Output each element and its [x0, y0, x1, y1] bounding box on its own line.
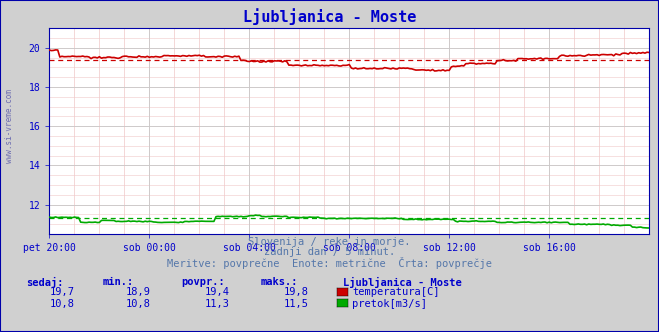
Text: 11,3: 11,3: [205, 299, 230, 309]
Text: zadnji dan / 5 minut.: zadnji dan / 5 minut.: [264, 247, 395, 257]
Text: Meritve: povprečne  Enote: metrične  Črta: povprečje: Meritve: povprečne Enote: metrične Črta:…: [167, 257, 492, 269]
Text: maks.:: maks.:: [260, 277, 298, 287]
Text: Slovenija / reke in morje.: Slovenija / reke in morje.: [248, 237, 411, 247]
Text: www.si-vreme.com: www.si-vreme.com: [5, 89, 14, 163]
Text: min.:: min.:: [102, 277, 133, 287]
Text: 18,9: 18,9: [126, 287, 151, 297]
Text: 10,8: 10,8: [126, 299, 151, 309]
Text: 10,8: 10,8: [50, 299, 75, 309]
Text: temperatura[C]: temperatura[C]: [352, 287, 440, 297]
Text: 19,8: 19,8: [284, 287, 309, 297]
Text: 19,7: 19,7: [50, 287, 75, 297]
Text: 19,4: 19,4: [205, 287, 230, 297]
Text: Ljubljanica - Moste: Ljubljanica - Moste: [243, 8, 416, 25]
Text: sedaj:: sedaj:: [26, 277, 64, 288]
Text: povpr.:: povpr.:: [181, 277, 225, 287]
Text: Ljubljanica - Moste: Ljubljanica - Moste: [343, 277, 461, 288]
Text: 11,5: 11,5: [284, 299, 309, 309]
Text: pretok[m3/s]: pretok[m3/s]: [352, 299, 427, 309]
